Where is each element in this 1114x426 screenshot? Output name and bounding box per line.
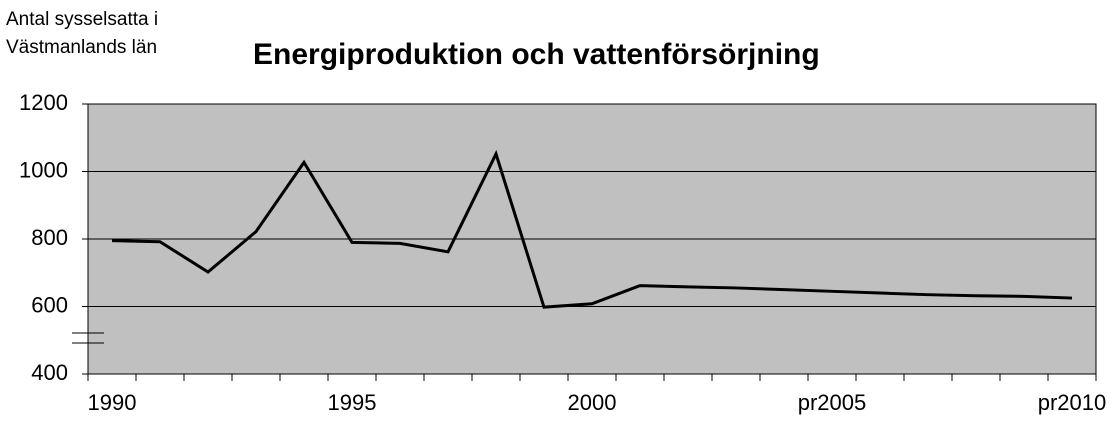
- chart-title: Energiproduktion och vattenförsörjning: [253, 38, 820, 71]
- line-series: [111, 149, 1073, 309]
- y-tick-label: 800: [31, 225, 68, 250]
- y-axis-label: Antal sysselsatta i: [6, 9, 158, 30]
- y-tick-label: 1200: [19, 90, 68, 115]
- y-tick-label: 400: [31, 360, 68, 385]
- y-tick-label: 600: [31, 292, 68, 317]
- y-axis-label: Västmanlands län: [6, 37, 157, 58]
- y-tick-label: 1000: [19, 157, 68, 182]
- x-tick-label: pr2010: [1038, 390, 1107, 415]
- x-tick-label: 2000: [568, 390, 617, 415]
- x-tick-label: 1990: [88, 390, 137, 415]
- x-tick-label: pr2005: [798, 390, 867, 415]
- x-tick-label: 1995: [328, 390, 377, 415]
